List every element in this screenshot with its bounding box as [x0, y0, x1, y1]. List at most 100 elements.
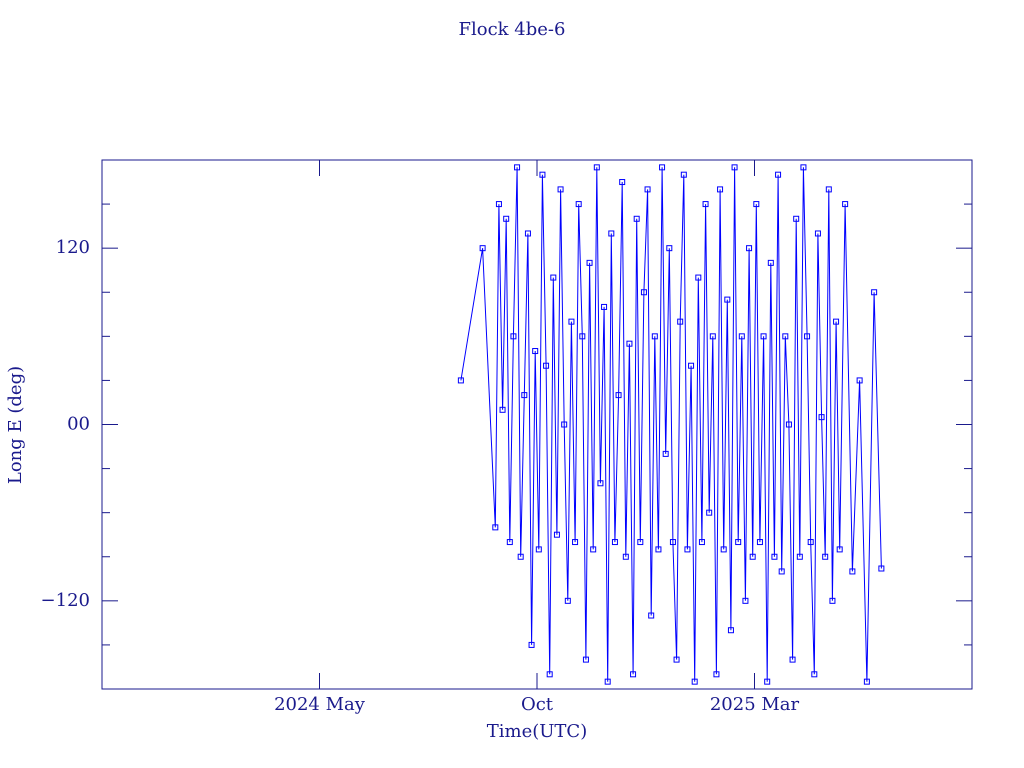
marker [800, 164, 807, 171]
marker [738, 333, 745, 340]
marker [532, 348, 539, 355]
marker [727, 627, 734, 634]
marker [611, 539, 618, 546]
marker [630, 671, 637, 678]
marker [575, 201, 582, 208]
marker [764, 678, 771, 685]
marker [521, 392, 528, 399]
marker [659, 164, 666, 171]
marker [684, 546, 691, 553]
marker [691, 678, 698, 685]
marker [572, 539, 579, 546]
marker [863, 678, 870, 685]
x-tick-label: Oct [521, 694, 554, 715]
marker [524, 230, 531, 237]
marker [568, 318, 575, 325]
marker [604, 678, 611, 685]
marker [479, 245, 486, 252]
marker [698, 539, 705, 546]
marker [771, 553, 778, 560]
marker [640, 289, 647, 296]
marker [849, 568, 856, 575]
marker [666, 245, 673, 252]
marker [633, 215, 640, 222]
marker [811, 671, 818, 678]
marker [680, 171, 687, 178]
marker [557, 186, 564, 193]
marker [709, 333, 716, 340]
y-tick-label: −120 [41, 590, 90, 611]
marker [804, 333, 811, 340]
marker [539, 171, 546, 178]
x-axis-label: Time(UTC) [487, 721, 587, 742]
marker [579, 333, 586, 340]
marker [775, 171, 782, 178]
marker [561, 421, 568, 428]
marker [822, 553, 829, 560]
chart-title: Flock 4be-6 [459, 19, 566, 40]
marker [644, 186, 651, 193]
marker [706, 509, 713, 516]
marker [651, 333, 658, 340]
marker [742, 597, 749, 604]
marker [550, 274, 557, 281]
marker [655, 546, 662, 553]
marker [637, 539, 644, 546]
marker [818, 414, 825, 421]
marker [586, 259, 593, 266]
marker [517, 553, 524, 560]
marker [590, 546, 597, 553]
y-tick-label: 120 [56, 237, 90, 258]
marker [503, 215, 510, 222]
marker [878, 565, 885, 572]
marker [833, 318, 840, 325]
marker [793, 215, 800, 222]
marker [506, 539, 513, 546]
marker [564, 597, 571, 604]
marker [677, 318, 684, 325]
marker [597, 480, 604, 487]
marker [782, 333, 789, 340]
marker [724, 296, 731, 303]
x-tick-label: 2025 Mar [710, 694, 800, 715]
marker [785, 421, 792, 428]
plot-area [457, 164, 885, 685]
marker [825, 186, 832, 193]
marker [842, 201, 849, 208]
marker [731, 164, 738, 171]
marker [856, 377, 863, 384]
marker [492, 524, 499, 531]
marker [871, 289, 878, 296]
marker [619, 179, 626, 186]
marker [735, 539, 742, 546]
marker [593, 164, 600, 171]
y-tick-label: 00 [67, 414, 90, 435]
marker [626, 340, 633, 347]
marker [717, 186, 724, 193]
marker [622, 553, 629, 560]
marker [553, 531, 560, 538]
marker [789, 656, 796, 663]
marker [807, 539, 814, 546]
marker [615, 392, 622, 399]
marker [601, 303, 608, 310]
marker [695, 274, 702, 281]
marker [756, 539, 763, 546]
marker [713, 671, 720, 678]
marker [746, 245, 753, 252]
y-axis-label: Long E (deg) [5, 366, 26, 484]
marker [688, 362, 695, 369]
marker [767, 259, 774, 266]
marker [457, 377, 464, 384]
marker [673, 656, 680, 663]
marker [749, 553, 756, 560]
marker [499, 406, 506, 413]
marker [702, 201, 709, 208]
x-tick-label: 2024 May [274, 694, 366, 715]
marker [582, 656, 589, 663]
marker [814, 230, 821, 237]
marker [662, 450, 669, 457]
marker [528, 641, 535, 648]
marker [510, 333, 517, 340]
